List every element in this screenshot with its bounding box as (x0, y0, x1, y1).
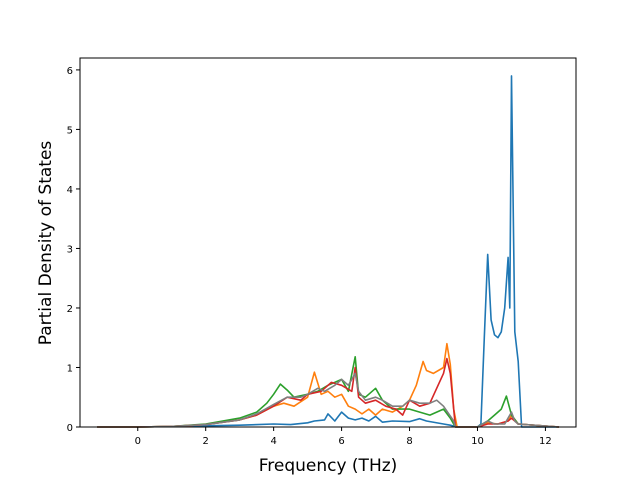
plot-frame (79, 57, 577, 428)
x-tick-label: 6 (338, 436, 344, 447)
x-tick-label: 2 (203, 436, 209, 447)
series-layer (97, 75, 560, 428)
series-line-4 (97, 357, 560, 428)
y-tick-label: 5 (67, 125, 73, 136)
x-tick-label: 0 (135, 436, 141, 447)
y-tick-label: 6 (67, 66, 73, 77)
y-tick-label: 3 (67, 244, 73, 255)
series-line-5 (97, 372, 560, 428)
x-tick-label: 4 (270, 436, 276, 447)
y-tick-label: 4 (67, 185, 73, 196)
y-tick-label: 0 (67, 423, 73, 434)
x-tick-label: 10 (471, 436, 484, 447)
y-tick-label: 1 (67, 363, 73, 374)
x-tick-label: 12 (539, 436, 552, 447)
y-tick-label: 2 (67, 304, 73, 315)
series-line-1 (97, 75, 559, 428)
x-axis-label: Frequency (THz) (259, 456, 398, 476)
y-axis-label: Partial Density of States (36, 141, 56, 346)
x-tick-label: 8 (406, 436, 412, 447)
